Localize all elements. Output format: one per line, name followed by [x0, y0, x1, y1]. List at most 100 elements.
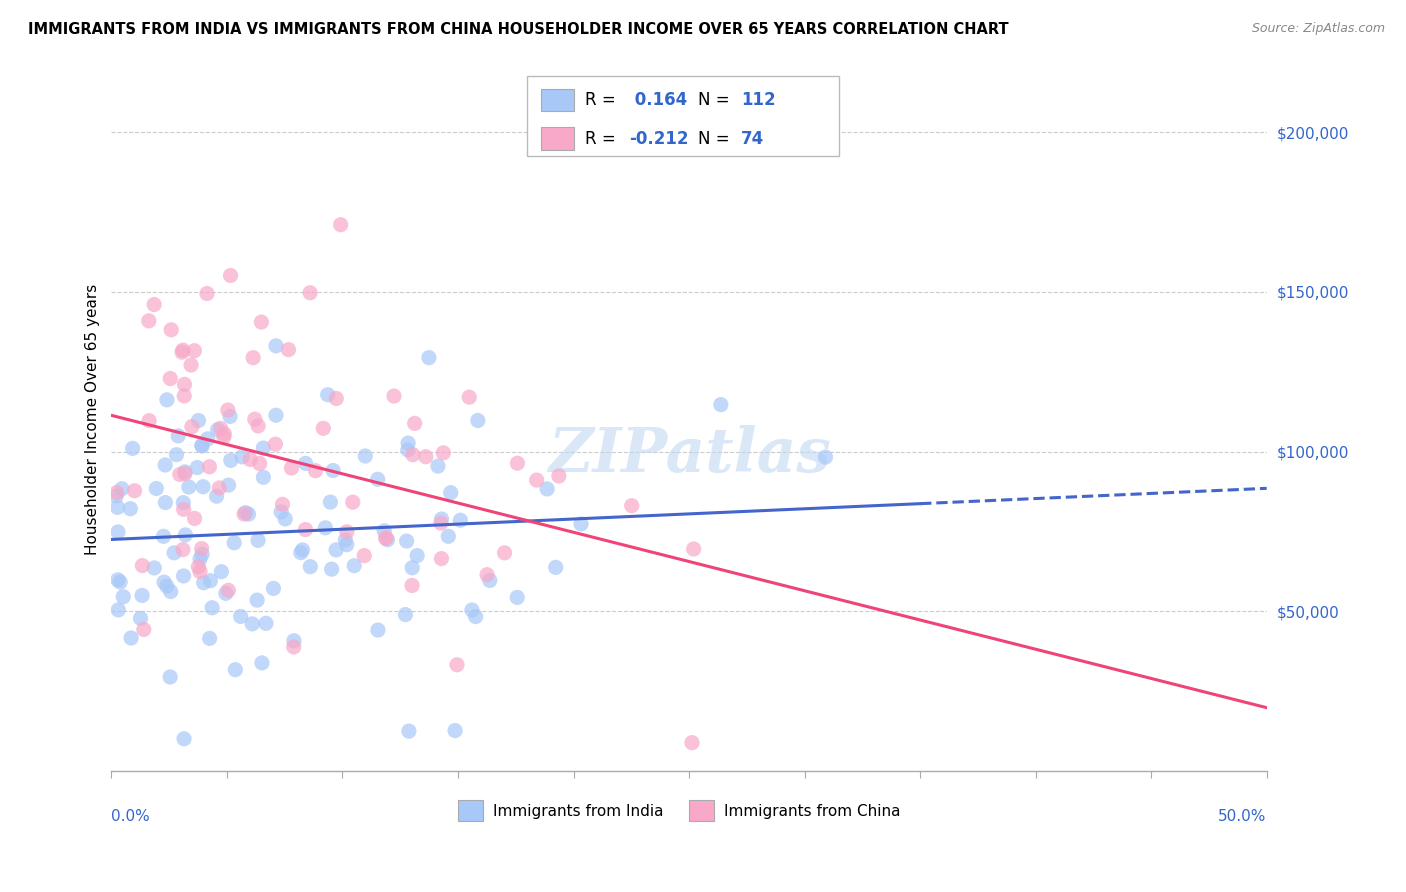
- Point: [430, 551, 453, 566]
- Point: [437, 529, 460, 543]
- Point: [274, 512, 297, 526]
- Point: [163, 546, 186, 560]
- Point: [145, 482, 167, 496]
- Point: [188, 565, 211, 579]
- Point: [681, 736, 703, 750]
- Point: [270, 505, 292, 519]
- Point: [159, 371, 181, 385]
- Point: [467, 413, 489, 427]
- Point: [219, 409, 242, 424]
- Point: [121, 442, 143, 456]
- Point: [195, 286, 218, 301]
- Point: [107, 524, 129, 539]
- Point: [401, 561, 423, 575]
- Point: [233, 507, 256, 521]
- Text: IMMIGRANTS FROM INDIA VS IMMIGRANTS FROM CHINA HOUSEHOLDER INCOME OVER 65 YEARS : IMMIGRANTS FROM INDIA VS IMMIGRANTS FROM…: [28, 22, 1008, 37]
- Point: [187, 413, 209, 427]
- Point: [191, 439, 214, 453]
- Point: [814, 450, 837, 464]
- Point: [215, 586, 238, 600]
- Point: [569, 516, 592, 531]
- Point: [229, 609, 252, 624]
- Point: [264, 339, 287, 353]
- Point: [264, 437, 287, 451]
- Point: [243, 412, 266, 426]
- Text: 74: 74: [741, 129, 765, 147]
- FancyBboxPatch shape: [527, 76, 839, 156]
- Point: [173, 569, 195, 583]
- Point: [217, 403, 239, 417]
- Point: [152, 529, 174, 543]
- Point: [143, 297, 166, 311]
- Point: [239, 452, 262, 467]
- Point: [382, 389, 405, 403]
- Point: [299, 285, 322, 300]
- Point: [375, 531, 398, 545]
- Text: Immigrants from China: Immigrants from China: [724, 804, 900, 819]
- Point: [322, 464, 344, 478]
- Point: [377, 533, 399, 547]
- Point: [173, 502, 195, 516]
- Point: [231, 450, 253, 464]
- Point: [461, 603, 484, 617]
- Point: [242, 351, 264, 365]
- Point: [304, 464, 326, 478]
- Point: [224, 663, 246, 677]
- Point: [197, 432, 219, 446]
- Point: [401, 578, 423, 592]
- Point: [107, 573, 129, 587]
- Point: [172, 343, 194, 358]
- Point: [374, 531, 396, 545]
- Point: [129, 611, 152, 625]
- Point: [475, 567, 498, 582]
- Point: [235, 506, 257, 520]
- Point: [262, 582, 284, 596]
- Point: [187, 559, 209, 574]
- Point: [536, 482, 558, 496]
- Text: Immigrants from India: Immigrants from India: [492, 804, 664, 819]
- Point: [238, 507, 260, 521]
- Point: [131, 589, 153, 603]
- Point: [396, 442, 419, 457]
- Point: [124, 483, 146, 498]
- Point: [173, 377, 195, 392]
- Point: [186, 460, 208, 475]
- Point: [396, 436, 419, 450]
- Point: [280, 461, 302, 475]
- Point: [132, 623, 155, 637]
- Point: [174, 465, 197, 479]
- Text: R =: R =: [585, 129, 621, 147]
- Point: [353, 549, 375, 563]
- Text: ZIPatlas: ZIPatlas: [548, 425, 831, 484]
- Point: [254, 616, 277, 631]
- Point: [249, 457, 271, 471]
- Point: [402, 448, 425, 462]
- Point: [138, 414, 160, 428]
- Text: 0.164: 0.164: [628, 91, 688, 109]
- Point: [183, 511, 205, 525]
- Point: [394, 607, 416, 622]
- Point: [112, 590, 135, 604]
- Bar: [541, 128, 574, 150]
- Point: [174, 528, 197, 542]
- Text: Source: ZipAtlas.com: Source: ZipAtlas.com: [1251, 22, 1385, 36]
- Point: [183, 343, 205, 358]
- Point: [343, 558, 366, 573]
- Point: [682, 541, 704, 556]
- Point: [290, 546, 312, 560]
- Point: [247, 418, 270, 433]
- Point: [264, 409, 287, 423]
- Point: [159, 584, 181, 599]
- Point: [494, 546, 516, 560]
- Point: [544, 560, 567, 574]
- Point: [710, 398, 733, 412]
- Point: [342, 495, 364, 509]
- Point: [312, 421, 335, 435]
- Point: [107, 603, 129, 617]
- Point: [159, 670, 181, 684]
- Point: [336, 524, 359, 539]
- Point: [367, 623, 389, 637]
- Point: [277, 343, 299, 357]
- Point: [105, 485, 128, 500]
- Point: [449, 513, 471, 527]
